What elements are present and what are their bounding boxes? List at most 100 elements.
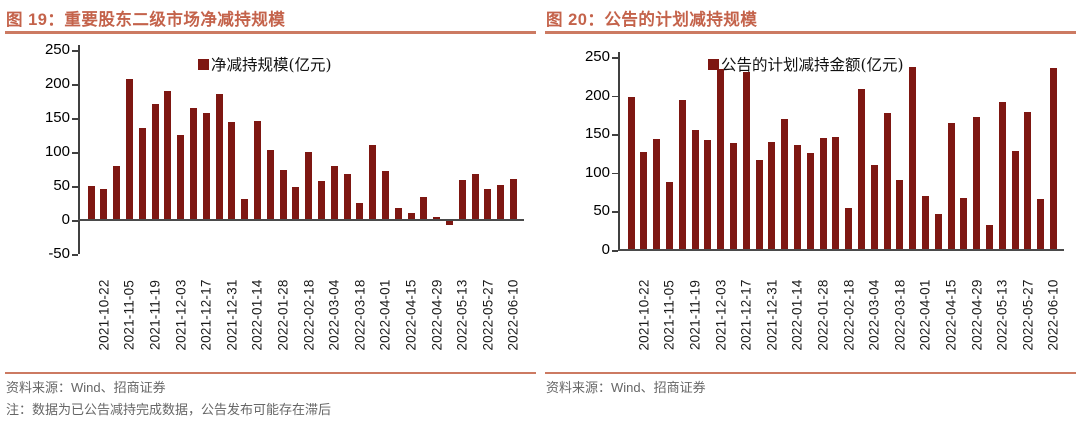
x-axis-date-label: 2022-05-13 [994,279,1010,351]
legend-swatch-icon [708,59,719,70]
y-tick-label: 250 [584,48,610,65]
bar [497,185,505,220]
x-axis-date-label: 2022-04-01 [917,279,933,351]
y-tick-mark [72,254,78,256]
bar [100,189,108,220]
bar [921,195,929,250]
bar [202,112,210,220]
y-tick-mark [612,172,618,175]
bar [896,179,904,250]
bar [445,220,453,225]
bar [973,117,981,250]
bar [317,181,325,220]
x-axis-date-label: 2022-03-04 [866,279,882,351]
bar [433,217,441,220]
x-axis-date-label: 2022-05-13 [454,279,470,351]
x-axis-date-label: 2021-10-22 [636,279,652,351]
y-tick-mark [72,50,78,52]
bar [845,208,853,250]
bar [394,208,402,220]
bar [653,138,661,250]
bar [330,165,338,220]
bar [998,101,1006,250]
bar [113,165,121,220]
y-tick-mark [72,152,78,154]
x-axis-date-label: 2022-01-28 [815,279,831,351]
bar [1024,111,1032,250]
bar [883,112,891,250]
bar [125,79,133,220]
x-axis-date-label: 2021-12-31 [764,279,780,351]
x-axis-date-label: 2022-05-27 [1020,279,1036,351]
x-axis-date-label: 2021-10-22 [96,279,112,351]
figure-20-legend-label: 公告的计划减持金额(亿元) [721,56,904,74]
bar [985,224,993,250]
x-axis-date-label: 2022-02-18 [841,279,857,351]
bar [305,152,313,220]
y-tick-mark [612,134,618,136]
bar [781,118,789,250]
y-tick-mark [612,95,618,98]
bar [458,179,466,220]
bar [870,165,878,250]
x-axis-date-label: 2021-12-03 [173,279,189,351]
bar [819,138,827,250]
x-axis-date-label: 2022-01-28 [275,279,291,351]
y-tick-label: 200 [44,75,70,92]
x-axis-date-label: 2022-01-14 [249,279,265,351]
bar [292,187,300,220]
y-axis-line [618,52,620,250]
figure-20-panel: 图 20：公告的计划减持规模 公告的计划减持金额(亿元) 250 200 150 10… [540,0,1080,424]
bar [857,89,865,250]
y-tick-mark [72,118,78,120]
bar [420,196,428,220]
y-tick-label: 200 [584,86,610,104]
x-axis-date-label: 2021-11-05 [661,279,677,351]
y-tick-label: 0 [61,211,70,228]
bar [627,97,635,250]
bar [471,173,479,220]
bar [729,142,737,250]
y-tick-mark [72,84,78,86]
bar [934,213,942,250]
figure-19-note: 注：数据为已公告减持完成数据，公告发布可能存在滞后 [6,402,332,417]
x-axis-date-label: 2021-12-31 [224,279,240,351]
y-tick-label: 50 [53,177,70,194]
x-axis-date-label: 2022-04-01 [377,279,393,351]
bar [228,122,236,220]
x-axis-date-label: 2021-11-19 [687,279,703,351]
y-tick-mark [612,250,618,252]
figure-19-footer-rule [5,372,536,374]
bar [407,213,415,220]
y-axis-line [78,45,80,254]
bar [279,169,287,220]
bar [509,179,517,220]
figure-20-legend: 公告的计划减持金额(亿元) [708,53,904,75]
figure-19-title-rule [5,31,536,34]
bar [742,72,750,250]
x-axis-date-label: 2022-06-10 [505,279,521,351]
bar [947,122,955,250]
figure-20-bar-chart: 250 200 150 100 50 0 2021-10-22 2021-11-05 2021-… [540,0,1080,424]
bar [177,135,185,220]
figure-20-source: 资料来源：Wind、招商证券 [546,380,706,395]
bar [793,145,801,250]
x-axis-date-label: 2022-03-04 [326,279,342,351]
bar [253,120,261,220]
y-tick-mark [72,220,78,222]
figure-20-title-rule [545,31,1076,34]
y-tick-label: 150 [44,109,70,126]
y-tick-label: 100 [584,163,610,181]
x-axis-date-label: 2022-06-10 [1045,279,1061,351]
bar [484,189,492,220]
bar [960,198,968,250]
y-tick-label: 50 [593,202,610,220]
bar [717,68,725,250]
bar [151,104,159,220]
bar [164,90,172,220]
bar [189,108,197,220]
x-axis-date-label: 2022-04-29 [429,279,445,351]
x-axis-date-label: 2022-04-29 [969,279,985,351]
figure-19-title: 图 19：重要股东二级市场净减持规模 [6,11,286,29]
